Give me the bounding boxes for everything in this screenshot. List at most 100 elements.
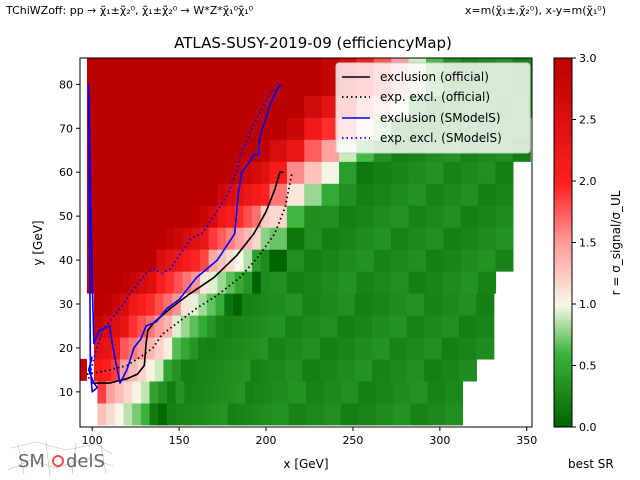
heatmap-cell	[137, 314, 147, 338]
heatmap-cell	[189, 336, 199, 360]
heatmap-cell	[460, 183, 479, 206]
heatmap-cell	[285, 336, 304, 360]
heatmap-cell	[95, 58, 105, 96]
heatmap-cell	[165, 183, 175, 206]
x-axis-label: x [GeV]	[283, 457, 328, 471]
heatmap-cell	[199, 161, 210, 184]
heatmap-cell	[137, 293, 147, 316]
heatmap-cell	[147, 117, 158, 140]
heatmap-cell	[208, 117, 218, 140]
heatmap-cell	[199, 205, 210, 228]
heatmap-cell	[373, 183, 392, 206]
heatmap-cell	[286, 95, 305, 118]
heatmap-cell	[227, 380, 238, 404]
heatmap-cell	[389, 358, 408, 382]
heatmap-cell	[252, 95, 262, 118]
heatmap-cell	[119, 336, 130, 360]
heatmap-cell	[356, 183, 375, 206]
heatmap-cell	[243, 249, 253, 272]
x-tick-label: 250	[342, 434, 363, 447]
y-tick-label: 50	[59, 210, 73, 223]
heatmap-cell	[95, 139, 105, 162]
heatmap-cell	[113, 95, 123, 118]
heatmap-cell	[147, 95, 158, 118]
y-tick-label: 40	[59, 254, 73, 267]
heatmap-cell	[241, 336, 251, 360]
heatmap-cell	[243, 58, 253, 96]
heatmap-cell	[373, 249, 392, 272]
heatmap-cell	[339, 205, 358, 228]
heatmap-cell	[111, 293, 121, 316]
heatmap-cell	[234, 95, 245, 118]
heatmap-cell	[260, 161, 271, 184]
heatmap-cell	[163, 336, 173, 360]
heatmap-cell	[86, 183, 97, 206]
heatmap-cell	[217, 58, 227, 96]
heatmap-cell	[425, 227, 444, 250]
heatmap-cell	[356, 161, 375, 184]
colorbar-tick-label: 1.0	[579, 298, 597, 311]
heatmap-cell	[208, 58, 218, 96]
heatmap-cell	[121, 139, 132, 162]
heatmap-cell	[123, 402, 133, 426]
heatmap-cell	[198, 358, 208, 382]
colorbar-tick-label: 0.5	[579, 360, 597, 373]
heatmap-cell	[306, 402, 324, 426]
heatmap-cell	[165, 161, 175, 184]
heatmap-cell	[156, 227, 166, 250]
heatmap-cell	[86, 139, 97, 162]
heatmap-cell	[165, 227, 175, 250]
heatmap-cell	[392, 380, 411, 404]
heatmap-cell	[302, 293, 321, 316]
heatmap-cell	[259, 314, 269, 338]
heatmap-cell	[269, 139, 288, 162]
heatmap-cell	[199, 117, 210, 140]
heatmap-cell	[97, 380, 107, 404]
heatmap-cell	[182, 183, 192, 206]
heatmap-cell	[147, 58, 158, 96]
heatmap-cell	[319, 314, 338, 338]
heatmap-cell	[445, 402, 464, 426]
heatmap-cell	[139, 183, 149, 206]
heatmap-cell	[95, 271, 105, 294]
heatmap-cell	[443, 205, 462, 228]
heatmap-cell	[243, 117, 253, 140]
heatmap-cell	[478, 227, 497, 250]
heatmap-cell	[267, 336, 286, 360]
heatmap-cell	[180, 336, 191, 360]
heatmap-cell	[113, 117, 123, 140]
heatmap-cell	[173, 95, 184, 118]
heatmap-cell	[323, 402, 342, 426]
heatmap-cells	[80, 58, 532, 426]
heatmap-cell	[408, 183, 427, 206]
heatmap-cell	[372, 358, 391, 382]
heatmap-cell	[175, 380, 185, 404]
heatmap-cell	[337, 314, 356, 338]
heatmap-cell	[215, 336, 225, 360]
heatmap-cell	[391, 161, 410, 184]
heatmap-cell	[410, 380, 429, 404]
heatmap-cell	[156, 183, 166, 206]
heatmap-cell	[241, 314, 251, 338]
heatmap-cell	[147, 161, 158, 184]
heatmap-cell	[165, 249, 175, 272]
heatmap-cell	[495, 205, 514, 228]
heatmap-cell	[236, 380, 246, 404]
heatmap-cell	[224, 293, 234, 316]
heatmap-cell	[391, 271, 410, 294]
heatmap-cell	[424, 358, 443, 382]
heatmap-cell	[304, 249, 323, 272]
colorbar	[553, 57, 573, 428]
heatmap-cell	[95, 205, 105, 228]
heatmap-cell	[476, 314, 495, 338]
heatmap-cell	[86, 58, 97, 96]
heatmap-cell	[358, 380, 377, 404]
heatmap-cell	[243, 95, 253, 118]
heatmap-cell	[128, 314, 138, 338]
heatmap-cell	[269, 205, 288, 228]
heatmap-cell	[271, 380, 290, 404]
heatmap-cell	[173, 271, 184, 294]
heatmap-cell	[340, 380, 359, 404]
heatmap-cell	[424, 293, 443, 316]
heatmap-cell	[154, 314, 165, 338]
